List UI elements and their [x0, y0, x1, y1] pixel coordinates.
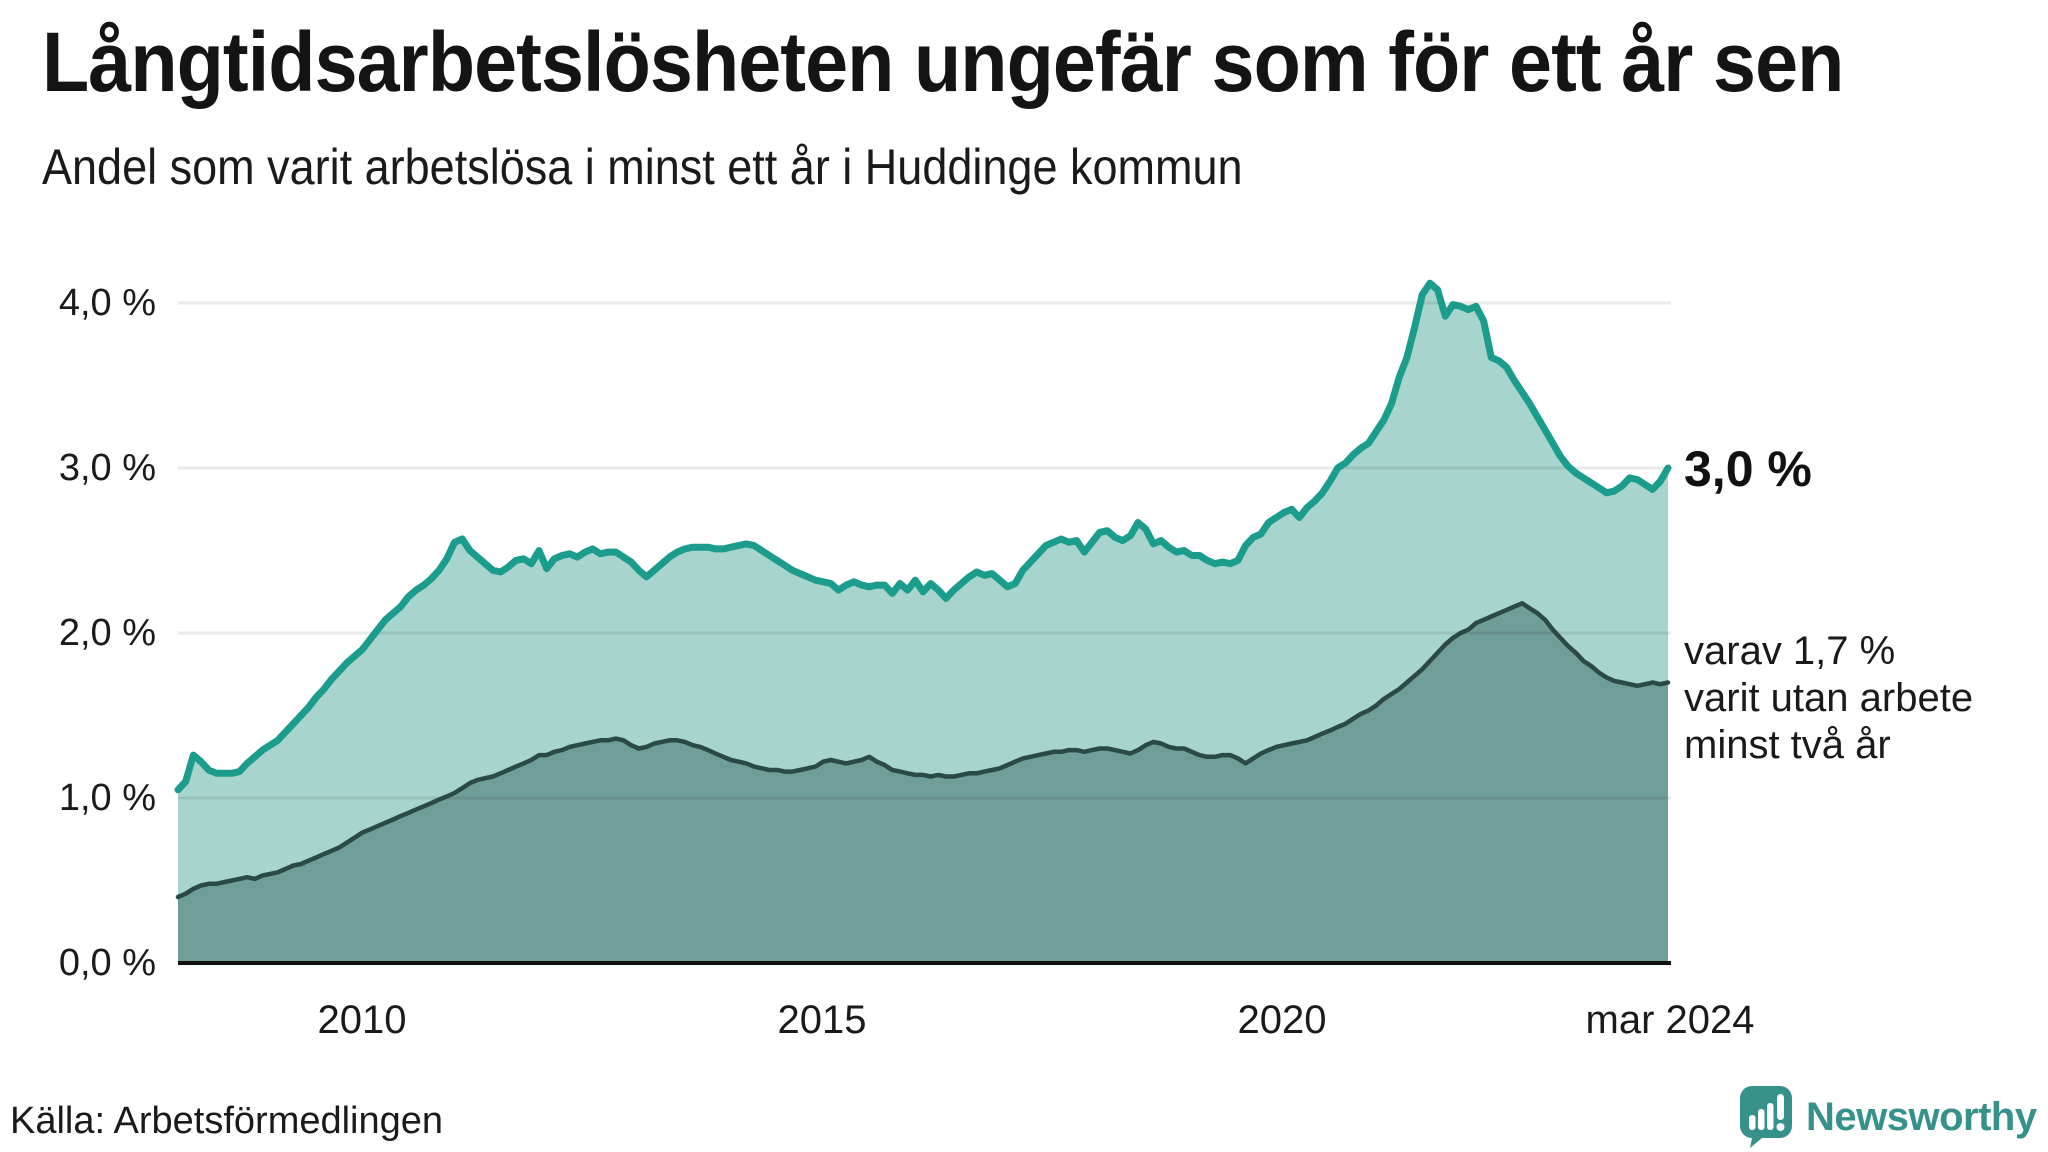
brand-logo: Newsworthy	[1740, 1086, 2037, 1148]
series-area-1	[178, 603, 1668, 963]
series-end-value-label: 3,0 %	[1684, 441, 1812, 497]
y-axis-tick-3: 3,0 %	[58, 447, 156, 489]
x-axis-tick-mar-2024: mar 2024	[1585, 998, 1755, 1042]
y-axis-tick-1: 1,0 %	[58, 777, 156, 819]
y-axis-tick-2: 2,0 %	[58, 612, 156, 654]
note-line-1: varav 1,7 %	[1684, 629, 1896, 673]
page-title: Långtidsarbetslösheten ungefär som för e…	[42, 15, 1844, 109]
series-line-0	[174, 279, 1672, 794]
newsworthy-logo-icon	[1740, 1086, 1792, 1148]
chart-subtitle: Andel som varit arbetslösa i minst ett å…	[42, 139, 1243, 195]
brand-wordmark: Newsworthy	[1806, 1094, 2037, 1139]
x-axis-tick-2015: 2015	[777, 998, 867, 1042]
y-axis-tick-0: 0,0 %	[58, 942, 156, 984]
y-axis-tick-4: 4,0 %	[58, 282, 156, 324]
source-credit: Källa: Arbetsförmedlingen	[10, 1100, 444, 1142]
note-line-2: varit utan arbete	[1684, 676, 1974, 720]
x-axis-tick-2010: 2010	[317, 998, 407, 1042]
note-line-3: minst två år	[1684, 723, 1891, 767]
x-axis-tick-2020: 2020	[1237, 998, 1327, 1042]
series-line-1	[175, 601, 1671, 900]
secondary-series-note: varav 1,7 % varit utan arbete minst två …	[1684, 628, 1973, 769]
